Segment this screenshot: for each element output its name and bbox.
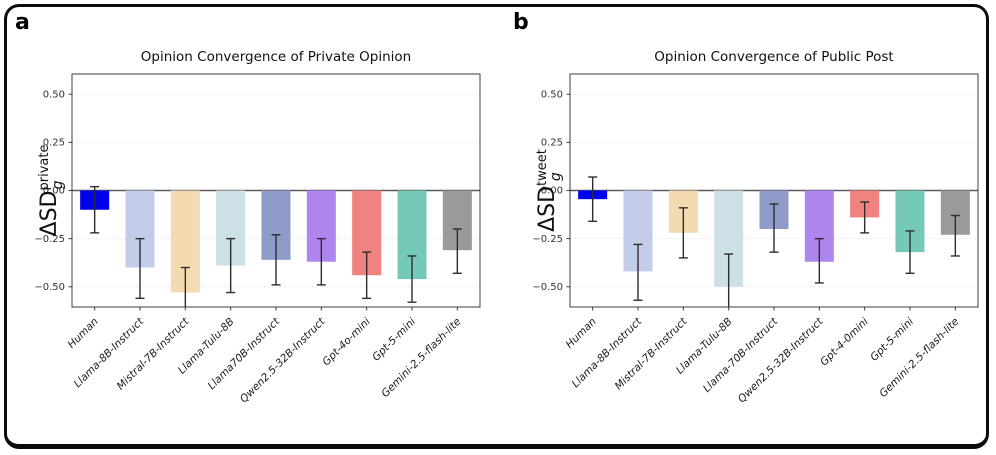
x-tick-label: Gpt-5-mini — [370, 316, 418, 364]
x-tick-label: Gpt-4o-mini — [320, 316, 373, 369]
x-tick-label: Qwen2.5-32B-Instruct — [238, 315, 328, 405]
x-tick-label: Gemini-2.5-flash-lite — [877, 316, 961, 400]
x-tick-label: Gpt-4-0mini — [818, 316, 871, 369]
y-axis-label: ΔSDtweetg — [535, 149, 564, 232]
y-tick-label: 0.25 — [43, 138, 65, 149]
y-tick-label: 0.00 — [43, 186, 65, 197]
y-tick-label: 0.50 — [43, 89, 65, 100]
x-tick-label: Gpt-5-mini — [868, 316, 916, 364]
y-tick-label: −0.25 — [34, 234, 65, 245]
panel-letter-a: a — [15, 10, 30, 35]
x-tick-label: Human — [564, 316, 599, 351]
panel-a: a 0.50 0.25 0.00 −0.25 −0.50 Human Llama-8B-In… — [15, 10, 481, 405]
chart-private-opinion: 0.500.250.00−0.25−0.50HumanLlama-8B-Inst… — [34, 49, 481, 405]
x-tick-label: Qwen2.5-32B-Instruct — [736, 315, 826, 405]
y-tick-label: −0.50 — [532, 282, 563, 293]
y-axis-label: ΔSDprivateg — [37, 145, 66, 237]
y-tick-label: 0.50 — [541, 89, 563, 100]
chart-title: Opinion Convergence of Private Opinion — [141, 49, 411, 65]
x-tick-label: Gemini-2.5-flash-lite — [379, 316, 463, 400]
panel-letter-b: b — [513, 10, 529, 35]
panel-b: b 0.50 0.25 0.00 −0.25 −0.50 Human Llama-8B-In… — [498, 0, 996, 455]
y-tick-label: 0.25 — [541, 138, 563, 149]
y-tick-label: −0.50 — [34, 282, 65, 293]
y-tick-label: −0.25 — [532, 234, 563, 245]
x-tick-label: Llama-70B-Instruct — [701, 315, 781, 395]
chart-title: Opinion Convergence of Public Post — [654, 49, 893, 65]
chart-public-post: 0.500.250.00−0.25−0.50HumanLlama-8B-Inst… — [532, 49, 979, 405]
y-tick-label: 0.00 — [541, 186, 563, 197]
x-tick-label: Human — [66, 316, 101, 351]
